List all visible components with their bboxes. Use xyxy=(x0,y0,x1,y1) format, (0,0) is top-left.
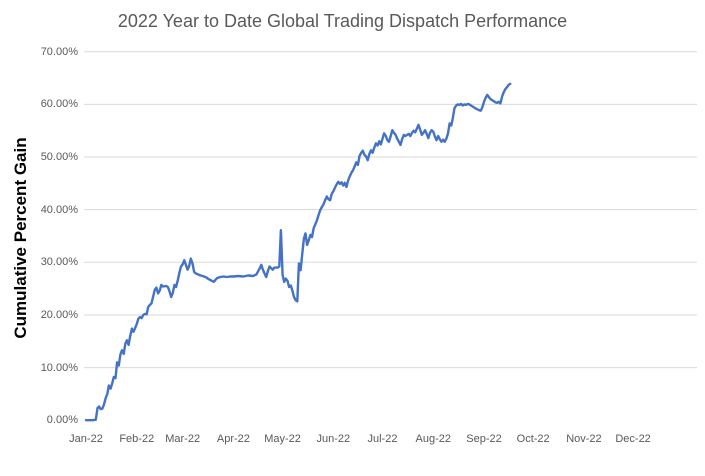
y-tick-label: 60.00% xyxy=(40,98,78,111)
x-tick-label: Mar-22 xyxy=(165,433,201,445)
x-tick-label: Oct-22 xyxy=(516,433,550,445)
performance-line xyxy=(84,82,512,422)
x-tick-label: Nov-22 xyxy=(566,433,602,445)
y-tick-label: 0.00% xyxy=(46,414,78,427)
x-tick-label: Feb-22 xyxy=(119,433,155,445)
x-tick-label: Dec-22 xyxy=(615,433,651,445)
x-tick-label: May-22 xyxy=(264,433,301,445)
y-tick-label: 40.00% xyxy=(40,203,78,216)
y-tick-label: 50.00% xyxy=(40,151,78,164)
x-tick-label: Apr-22 xyxy=(216,433,250,445)
y-tick-label: 70.00% xyxy=(40,45,78,58)
y-tick-label: 20.00% xyxy=(40,308,78,321)
x-tick-label: Jun-22 xyxy=(316,433,351,445)
x-tick-label: Jan-22 xyxy=(69,433,103,445)
x-tick-label: Aug-22 xyxy=(415,433,451,445)
y-tick-label: 10.00% xyxy=(40,361,78,374)
x-tick-label: Sep-22 xyxy=(466,433,502,445)
chart-title: 2022 Year to Date Global Trading Dispatc… xyxy=(117,11,568,31)
y-tick-label: 30.00% xyxy=(40,256,78,269)
x-tick-label: Jul-22 xyxy=(367,433,398,445)
